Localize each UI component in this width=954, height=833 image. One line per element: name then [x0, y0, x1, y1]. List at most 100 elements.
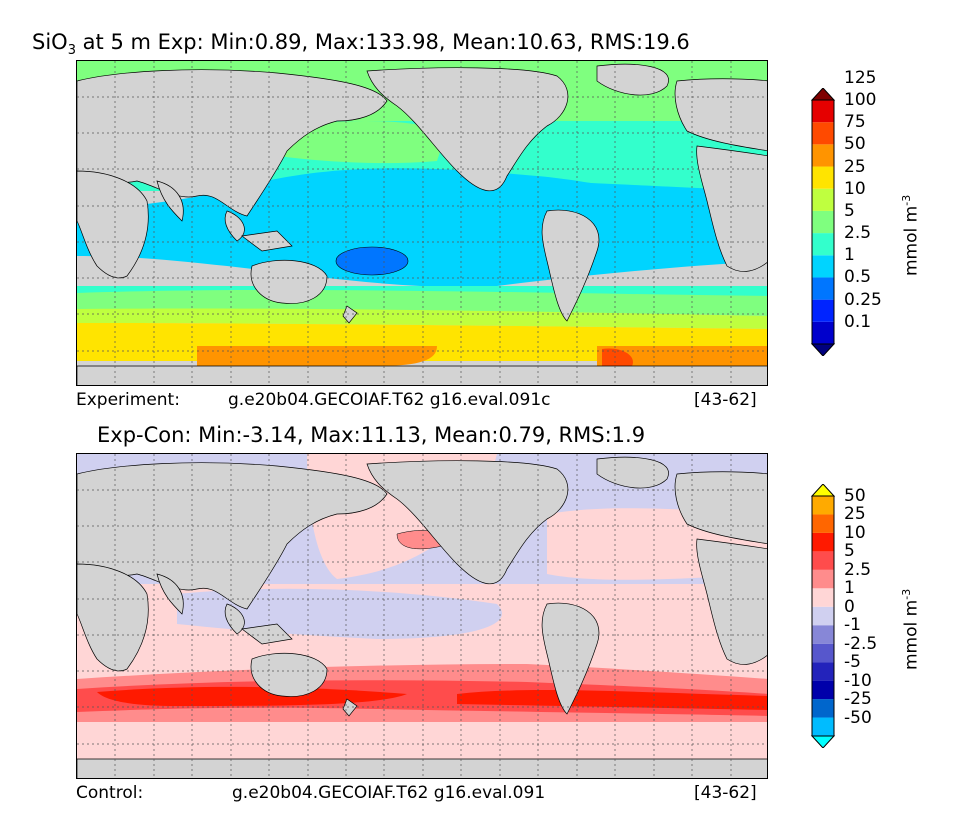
colorbar-tick-label: -2.5: [844, 633, 878, 654]
colorbar-swatch: [812, 569, 834, 589]
land-indonesia-b: [241, 623, 293, 645]
colorbar-swatch: [812, 514, 834, 533]
land-africa-east: [696, 145, 767, 272]
colorbar-swatch: [812, 625, 834, 644]
colorbar-tick-label: 2.5: [844, 223, 872, 244]
land-africa-east-b: [696, 538, 767, 665]
band-gyre-south-pacific: [335, 246, 409, 276]
land-north-america-b: [366, 460, 569, 585]
bottom-chart-title: Exp-Con: Min:-3.14, Max:11.13, Mean:0.79…: [97, 423, 646, 447]
colorbar-tick-label: 75: [844, 112, 866, 133]
gridlines: [77, 61, 767, 385]
band-north-pacific: [277, 121, 447, 164]
colorbar-swatch: [812, 100, 834, 123]
colorbar-tick-label: 50: [844, 486, 866, 506]
colorbar-tick-label: 0.25: [844, 289, 882, 310]
band-south-7: [597, 346, 767, 366]
colorbar-swatch: [812, 606, 834, 626]
title-subscript: 3: [67, 43, 76, 59]
land-group-bottom: [77, 456, 767, 778]
band-south-3: [77, 308, 767, 329]
colorbar-tick-label: 50: [844, 134, 866, 155]
colorbar-extend-max: [810, 88, 836, 101]
bottom-footer-case: g.e20b04.GECOIAF.T62 g16.eval.091: [232, 783, 546, 803]
colorbar-swatch: [812, 551, 834, 570]
colorbar-tick-label: 1: [844, 245, 855, 266]
top-footer-label: Experiment:: [76, 390, 180, 410]
colorbar-swatch: [812, 532, 834, 552]
colorbar-tick-label: 125: [844, 67, 877, 88]
land-nz-b: [342, 698, 358, 717]
colorbar-tick-label: -1: [844, 615, 861, 636]
top-chart-title: SiO3 at 5 m Exp: Min:0.89, Max:133.98, M…: [32, 30, 690, 58]
title-stats: at 5 m Exp: Min:0.89, Max:133.98, Mean:1…: [75, 30, 690, 54]
colorbar-swatch: [812, 277, 834, 300]
colorbar-swatch: [812, 680, 834, 700]
bottom-footer-label: Control:: [76, 783, 144, 803]
gridlines-bottom: [77, 454, 767, 778]
unit-text: mmol m: [901, 205, 922, 276]
colorbar-swatch: [812, 166, 834, 189]
colorbar-tick-label: -50: [844, 707, 872, 728]
colorbar-tick-label: 25: [844, 504, 866, 525]
title-species: SiO: [32, 30, 68, 54]
colorbar-swatch: [812, 299, 834, 322]
land-south-america: [541, 209, 600, 322]
colorbar-tick-label: 0: [844, 596, 855, 617]
land-africa-b: [77, 563, 149, 672]
colorbar-tick-label: -25: [844, 689, 872, 710]
colorbar-tick-label: 2.5: [844, 559, 872, 580]
colorbar-tick-label: 5: [844, 200, 855, 221]
colorbar-extend-min: [810, 343, 836, 356]
land-antarctica: [77, 365, 767, 385]
colorbar-swatch: [812, 588, 834, 607]
bottom-colorbar: [810, 484, 836, 748]
colorbar-tick-label: 25: [844, 156, 866, 177]
colorbar-tick-label: 10: [844, 178, 866, 199]
colorbar-swatch: [812, 321, 834, 344]
top-colorbar: [810, 88, 836, 356]
colorbar-tick-label: 5: [844, 541, 855, 562]
colorbar-extend-max: [810, 484, 836, 497]
bottom-footer-years: [43-62]: [694, 783, 757, 803]
top-colorbar-unit: mmol m-3: [900, 195, 922, 276]
bottom-map-plot: [76, 453, 768, 779]
colorbar-swatch: [812, 233, 834, 256]
colorbar-swatch: [812, 255, 834, 278]
land-indonesia: [241, 230, 293, 252]
colorbar-swatch: [812, 496, 834, 515]
colorbar-swatch: [812, 662, 834, 681]
unit-sup: -3: [900, 194, 913, 206]
colorbar-swatch: [812, 188, 834, 211]
colorbar-tick-label: 100: [844, 90, 877, 110]
band-south-2: [77, 289, 767, 316]
colorbar-tick-label: -5: [844, 652, 861, 673]
land-seasia-b: [224, 603, 245, 635]
land-antarctica-b: [77, 758, 767, 778]
colorbar-swatch: [812, 144, 834, 167]
land-group: [77, 63, 767, 385]
unit-text: mmol m: [901, 599, 922, 670]
diff-south-pink-2: [77, 722, 767, 759]
colorbar-swatch: [812, 717, 834, 736]
band-weddell: [602, 348, 633, 366]
band-south-6: [197, 346, 437, 366]
land-seasia: [224, 210, 245, 242]
land-india-b: [156, 573, 184, 615]
colorbar-tick-label: 10: [844, 522, 866, 543]
colorbar-swatch: [812, 699, 834, 718]
top-footer-case: g.e20b04.GECOIAF.T62 g16.eval.091c: [228, 390, 551, 410]
land-north-america: [366, 67, 569, 192]
diff-south-bright: [97, 686, 407, 706]
colorbar-tick-label: 0.5: [844, 267, 872, 288]
land-india: [156, 180, 184, 222]
top-footer-years: [43-62]: [694, 390, 757, 410]
colorbar-tick-label: -10: [844, 670, 872, 691]
land-africa: [77, 170, 149, 279]
colorbar-swatch: [812, 210, 834, 234]
land-south-america-b: [541, 602, 600, 715]
land-nz: [342, 305, 358, 324]
top-map-plot: [76, 60, 768, 386]
colorbar-extend-min: [810, 735, 836, 748]
bottom-colorbar-unit: mmol m-3: [900, 589, 922, 670]
